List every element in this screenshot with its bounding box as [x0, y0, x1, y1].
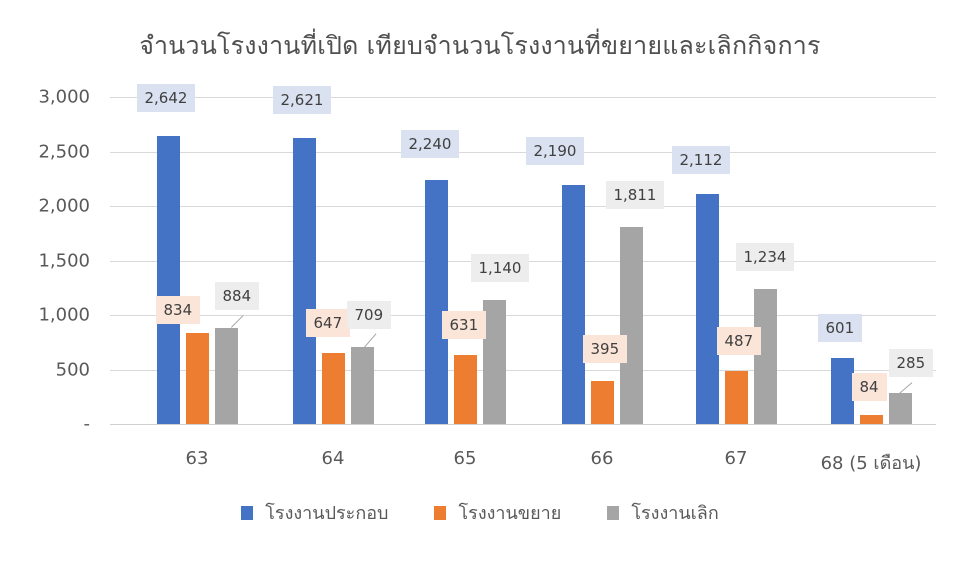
- data-label: 487: [716, 326, 762, 355]
- legend-swatch-icon: [434, 505, 447, 520]
- y-tick-label: 1,500: [38, 250, 90, 272]
- x-category-label: 65: [453, 448, 477, 469]
- bar-series-2-cat-5: [888, 392, 912, 424]
- x-category-label: 66: [590, 448, 614, 469]
- data-label: 709: [346, 300, 392, 329]
- bar-series-1-cat-2: [453, 355, 477, 424]
- data-label: 285: [888, 348, 934, 377]
- bar-series-2-cat-1: [350, 346, 374, 424]
- data-label: 631: [441, 311, 487, 340]
- data-label: 601: [817, 314, 863, 343]
- data-label: 84: [851, 372, 887, 401]
- gridline: [110, 424, 936, 425]
- bar-series-1-cat-1: [321, 353, 345, 424]
- data-label: 2,112: [671, 145, 731, 174]
- gridline: [110, 370, 936, 371]
- bar-series-0-cat-3: [561, 185, 585, 424]
- bar-series-2-cat-0: [214, 327, 238, 424]
- bar-series-1-cat-4: [724, 370, 748, 424]
- x-category-label: 67: [724, 448, 748, 469]
- bar-series-0-cat-4: [695, 193, 719, 424]
- bar-series-2-cat-4: [753, 289, 777, 424]
- bar-series-0-cat-0: [156, 136, 180, 424]
- gridline: [110, 152, 936, 153]
- bar-series-2-cat-2: [482, 299, 506, 424]
- legend-item-1: โรงงานขยาย: [434, 498, 561, 527]
- data-label: 884: [214, 281, 260, 310]
- data-label: 1,811: [605, 180, 665, 209]
- bar-series-1-cat-3: [590, 380, 614, 424]
- y-tick-label: 2,000: [38, 195, 90, 217]
- data-label: 2,621: [272, 86, 332, 115]
- data-label: 834: [155, 296, 201, 325]
- legend-swatch-icon: [607, 505, 620, 520]
- legend-label: โรงงานเลิก: [631, 503, 719, 524]
- legend-label: โรงงานประกอบ: [265, 503, 389, 524]
- x-category-label: 68 (5 เดือน): [820, 453, 922, 474]
- data-label: 2,190: [525, 137, 585, 166]
- bar-series-0-cat-5: [830, 358, 854, 424]
- data-label: 647: [305, 309, 351, 338]
- label-leader-line: [364, 333, 377, 348]
- bar-series-2-cat-3: [619, 226, 643, 424]
- y-tick-label: -: [83, 413, 91, 435]
- y-tick-label: 3,000: [38, 86, 90, 108]
- data-label: 395: [582, 334, 628, 363]
- data-label: 1,234: [735, 243, 795, 272]
- bar-series-0-cat-2: [424, 179, 448, 424]
- legend-label: โรงงานขยาย: [458, 503, 562, 524]
- bar-series-1-cat-0: [185, 333, 209, 424]
- gridline: [110, 315, 936, 316]
- y-tick-label: 1,000: [38, 304, 90, 326]
- data-label: 2,240: [400, 129, 460, 158]
- legend-item-0: โรงงานประกอบ: [241, 498, 388, 527]
- bar-series-0-cat-1: [292, 138, 316, 424]
- legend-swatch-icon: [241, 505, 254, 520]
- chart-title: จำนวนโรงงานที่เปิด เทียบจำนวนโรงงานที่ขย…: [139, 31, 821, 60]
- x-category-label: 63: [185, 448, 209, 469]
- gridline: [110, 206, 936, 207]
- label-leader-line: [231, 315, 244, 328]
- x-category-label: 64: [321, 448, 345, 469]
- legend: โรงงานประกอบ โรงงานขยาย โรงงานเลิก: [0, 498, 960, 527]
- y-tick-label: 2,500: [38, 141, 90, 163]
- data-label: 1,140: [470, 253, 530, 282]
- legend-item-2: โรงงานเลิก: [607, 498, 719, 527]
- gridline: [110, 97, 936, 98]
- y-tick-label: 500: [55, 359, 90, 381]
- data-label: 2,642: [136, 84, 196, 113]
- bar-series-1-cat-5: [859, 414, 883, 424]
